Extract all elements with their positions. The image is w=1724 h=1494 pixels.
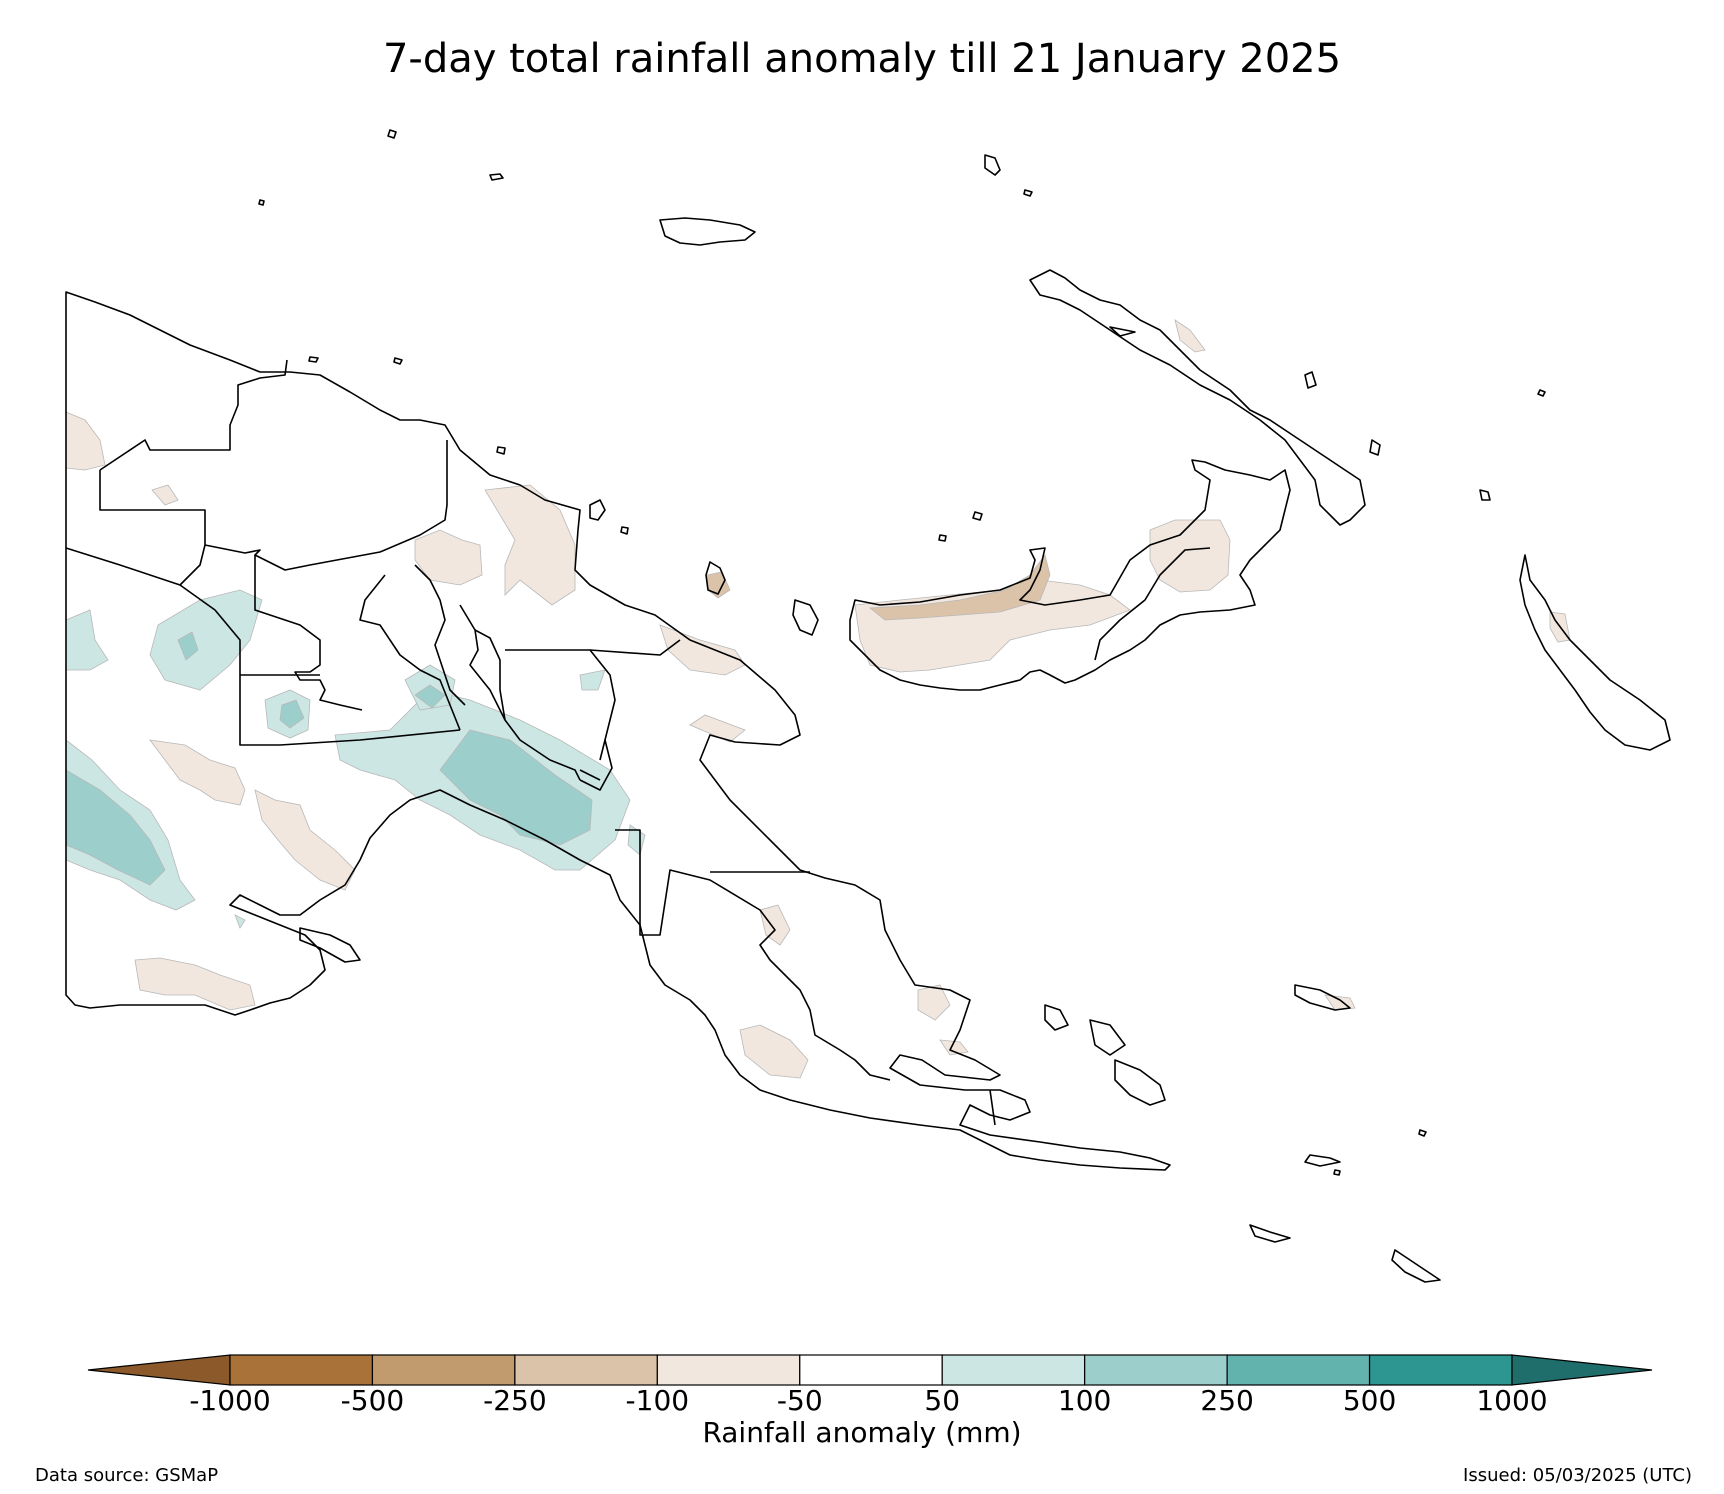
island-dentrecasteaux-2 bbox=[1089, 1019, 1126, 1056]
wet-area-chimbu-core bbox=[414, 684, 446, 709]
province-border-9 bbox=[459, 604, 581, 781]
island-islet-c bbox=[1537, 389, 1546, 397]
island-tabar bbox=[1304, 371, 1317, 389]
island-rossel bbox=[1391, 1249, 1441, 1283]
island-fly-delta bbox=[299, 927, 361, 963]
wet-area-fly-core bbox=[177, 631, 199, 661]
island-nissan bbox=[1479, 489, 1491, 501]
province-border-15 bbox=[615, 829, 891, 1081]
island-emirau bbox=[1023, 189, 1033, 197]
dry-area-southern bbox=[149, 739, 246, 806]
map-title: 7-day total rainfall anomaly till 21 Jan… bbox=[382, 36, 1342, 82]
province-border-4 bbox=[179, 544, 206, 586]
island-islet-b bbox=[1333, 1169, 1341, 1176]
colorbar-tick-label: -50 bbox=[776, 1384, 823, 1417]
province-border-17 bbox=[989, 1089, 996, 1126]
colorbar-extend-low bbox=[87, 1354, 231, 1386]
wet-area-hela-core bbox=[279, 699, 305, 729]
dry-area-milne bbox=[917, 984, 951, 1021]
colorbar-segment bbox=[1368, 1354, 1513, 1386]
island-lavongai bbox=[1109, 326, 1136, 337]
island-islet-a bbox=[1418, 1129, 1427, 1137]
dry-area-gulf-west bbox=[254, 789, 356, 891]
island-sudest bbox=[1249, 1224, 1291, 1243]
island-umboi-outline bbox=[792, 599, 819, 636]
dry-area-milne-bay bbox=[939, 1039, 969, 1056]
mainland-outline bbox=[65, 291, 1171, 1171]
colorbar-segment bbox=[514, 1354, 658, 1386]
island-bagabag bbox=[620, 526, 629, 535]
island-dentrecasteaux-1 bbox=[1044, 1004, 1069, 1031]
data-source-note: Data source: GSMaP bbox=[35, 1465, 219, 1486]
island-wuvulu bbox=[489, 173, 504, 181]
colorbar-tick-label: 50 bbox=[924, 1384, 961, 1417]
colorbar-tick-label: 1000 bbox=[1476, 1384, 1548, 1417]
colorbar-segment bbox=[371, 1354, 516, 1386]
island-dentrecasteaux-3 bbox=[1114, 1059, 1166, 1106]
wet-area-delta bbox=[234, 914, 246, 929]
colorbar-segment bbox=[941, 1354, 1086, 1386]
dry-area-sepik-coast bbox=[659, 624, 746, 676]
colorbar-segments bbox=[87, 1354, 1653, 1386]
colorbar-segment bbox=[799, 1354, 943, 1386]
island-north-coast-1 bbox=[308, 356, 319, 363]
dry-area-sandaun-small bbox=[151, 484, 179, 506]
colorbar-tick-label: -500 bbox=[340, 1384, 405, 1417]
island-lihir bbox=[1369, 439, 1381, 456]
colorbar-tick-label: -250 bbox=[483, 1384, 547, 1417]
island-woodlark bbox=[1304, 1154, 1341, 1167]
island-garove bbox=[972, 511, 983, 521]
new-britain-outline bbox=[849, 459, 1291, 691]
island-cape bbox=[938, 534, 947, 542]
dry-area-new-ireland bbox=[1174, 319, 1206, 353]
new-britain-border bbox=[1094, 547, 1211, 661]
dry-area-new-britain-core bbox=[868, 554, 1051, 621]
province-border-14 bbox=[579, 769, 601, 781]
dry-area-south-coast bbox=[134, 957, 256, 1011]
province-border-13 bbox=[579, 739, 613, 791]
island-karkar bbox=[589, 499, 606, 521]
issued-date-note: Issued: 05/03/2025 (UTC) bbox=[1463, 1465, 1692, 1486]
island-ninigo bbox=[393, 357, 403, 365]
new-ireland-outline bbox=[1029, 269, 1366, 526]
colorbar-tick-label: -100 bbox=[625, 1384, 690, 1417]
dry-area-central bbox=[739, 1024, 809, 1079]
island-long bbox=[705, 561, 726, 595]
island-trobriand bbox=[1294, 984, 1351, 1011]
land-outlines bbox=[65, 129, 1671, 1283]
province-border-2 bbox=[99, 359, 288, 471]
colorbar-tick-label: 250 bbox=[1200, 1384, 1254, 1417]
colorbar-tick-label: -1000 bbox=[189, 1384, 271, 1417]
province-border-8 bbox=[414, 564, 466, 706]
province-border-1 bbox=[65, 547, 461, 746]
colorbar-tick-label: 500 bbox=[1342, 1384, 1397, 1417]
province-border-7 bbox=[359, 574, 461, 731]
wet-area-western-core bbox=[65, 769, 166, 886]
island-waigeo bbox=[387, 129, 397, 139]
manus-outline bbox=[659, 217, 756, 246]
colorbar-tick-label: 100 bbox=[1057, 1384, 1112, 1417]
province-border-11 bbox=[505, 649, 616, 761]
wet-area-gulf-core bbox=[439, 729, 593, 846]
province-border-10 bbox=[474, 629, 506, 721]
colorbar-extend-high bbox=[1511, 1354, 1653, 1386]
colorbar-segment bbox=[656, 1354, 801, 1386]
wet-area-madang bbox=[579, 669, 606, 691]
province-border-5 bbox=[254, 555, 363, 711]
dry-area-east-sepik bbox=[414, 529, 483, 586]
dry-area-oro bbox=[759, 904, 791, 946]
province-border-12 bbox=[589, 639, 681, 656]
colorbar-segment bbox=[1084, 1354, 1228, 1386]
island-aru bbox=[258, 199, 265, 206]
colorbar-label: Rainfall anomaly (mm) bbox=[702, 1416, 1022, 1449]
island-mussau bbox=[984, 154, 1001, 176]
colorbar-segment bbox=[229, 1354, 374, 1386]
bougainville-outline bbox=[1519, 554, 1671, 751]
colorbar-segment bbox=[1226, 1354, 1371, 1386]
island-north-coast-2 bbox=[496, 446, 506, 455]
